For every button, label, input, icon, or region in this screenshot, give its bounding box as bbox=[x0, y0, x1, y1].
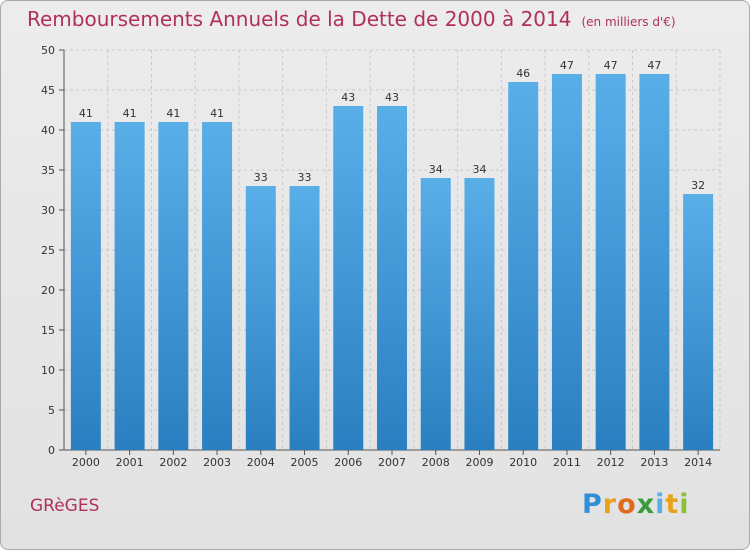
bar bbox=[639, 74, 670, 450]
x-tick-label: 2003 bbox=[203, 456, 231, 469]
chart-subtitle: (en milliers d'€) bbox=[581, 15, 676, 29]
x-tick-label: 2006 bbox=[334, 456, 362, 469]
x-tick-label: 2011 bbox=[553, 456, 581, 469]
x-tick-label: 2013 bbox=[640, 456, 668, 469]
data-label: 47 bbox=[604, 59, 618, 72]
x-tick-label: 2004 bbox=[247, 456, 275, 469]
data-label: 33 bbox=[298, 171, 312, 184]
x-tick-label: 2012 bbox=[597, 456, 625, 469]
data-label: 41 bbox=[166, 107, 180, 120]
bars: 41 41 41 41 33 33 43 43 34 34 46 47 47 47 32 bbox=[70, 59, 714, 450]
x-tick-label: 2014 bbox=[684, 456, 712, 469]
y-tick-label: 5 bbox=[48, 404, 55, 417]
y-tick-label: 30 bbox=[41, 204, 55, 217]
x-tick-label: 2000 bbox=[72, 456, 100, 469]
y-tick-label: 50 bbox=[41, 44, 55, 57]
bar bbox=[551, 74, 582, 450]
bar bbox=[420, 178, 451, 450]
y-tick-label: 40 bbox=[41, 124, 55, 137]
x-tick-label: 2001 bbox=[116, 456, 144, 469]
x-tick-label: 2009 bbox=[465, 456, 493, 469]
bar bbox=[377, 106, 407, 450]
bar bbox=[464, 178, 495, 450]
y-tick-label: 25 bbox=[41, 244, 55, 257]
bar bbox=[158, 122, 189, 450]
data-label: 43 bbox=[385, 91, 399, 104]
x-tick-label: 2002 bbox=[159, 456, 187, 469]
logo-letter: t bbox=[665, 489, 680, 520]
bar bbox=[683, 194, 714, 450]
y-tick-label: 20 bbox=[41, 284, 55, 297]
logo-letter: x bbox=[636, 489, 656, 520]
bar bbox=[508, 82, 539, 450]
data-label: 41 bbox=[123, 107, 137, 120]
data-label: 33 bbox=[254, 171, 268, 184]
data-label: 41 bbox=[210, 107, 224, 120]
chart-title-text: Remboursements Annuels de la Dette de 20… bbox=[27, 7, 572, 31]
bar bbox=[333, 106, 364, 450]
logo-letter: r bbox=[602, 489, 618, 520]
x-tick-label: 2005 bbox=[291, 456, 319, 469]
proxiti-logo: Proxiti bbox=[582, 489, 690, 520]
bar bbox=[595, 74, 626, 450]
bar bbox=[202, 122, 233, 450]
chart-title: Remboursements Annuels de la Dette de 20… bbox=[27, 7, 676, 31]
data-label: 46 bbox=[516, 67, 530, 80]
x-tick-label: 2007 bbox=[378, 456, 406, 469]
logo-letter: o bbox=[617, 489, 637, 520]
data-label: 32 bbox=[691, 179, 705, 192]
y-tick-label: 45 bbox=[41, 84, 55, 97]
x-tick-label: 2008 bbox=[422, 456, 450, 469]
logo-letter: i bbox=[679, 489, 690, 520]
logo-letter: i bbox=[655, 489, 666, 520]
axes: 0 5 10 15 20 25 30 35 40 45 50 2000 2001 2002 2003 2004… bbox=[41, 44, 720, 469]
data-label: 47 bbox=[560, 59, 574, 72]
data-label: 41 bbox=[79, 107, 93, 120]
commune-name: GRèGES bbox=[30, 496, 100, 516]
data-label: 43 bbox=[341, 91, 355, 104]
y-tick-label: 35 bbox=[41, 164, 55, 177]
bar bbox=[245, 186, 276, 450]
data-label: 34 bbox=[429, 163, 443, 176]
x-tick-label: 2010 bbox=[509, 456, 537, 469]
bar bbox=[114, 122, 145, 450]
logo-letter: P bbox=[582, 489, 603, 520]
data-label: 47 bbox=[647, 59, 661, 72]
bar bbox=[289, 186, 320, 450]
bar bbox=[70, 122, 101, 450]
y-tick-label: 0 bbox=[48, 444, 55, 457]
y-tick-label: 10 bbox=[41, 364, 55, 377]
data-label: 34 bbox=[472, 163, 486, 176]
y-tick-label: 15 bbox=[41, 324, 55, 337]
